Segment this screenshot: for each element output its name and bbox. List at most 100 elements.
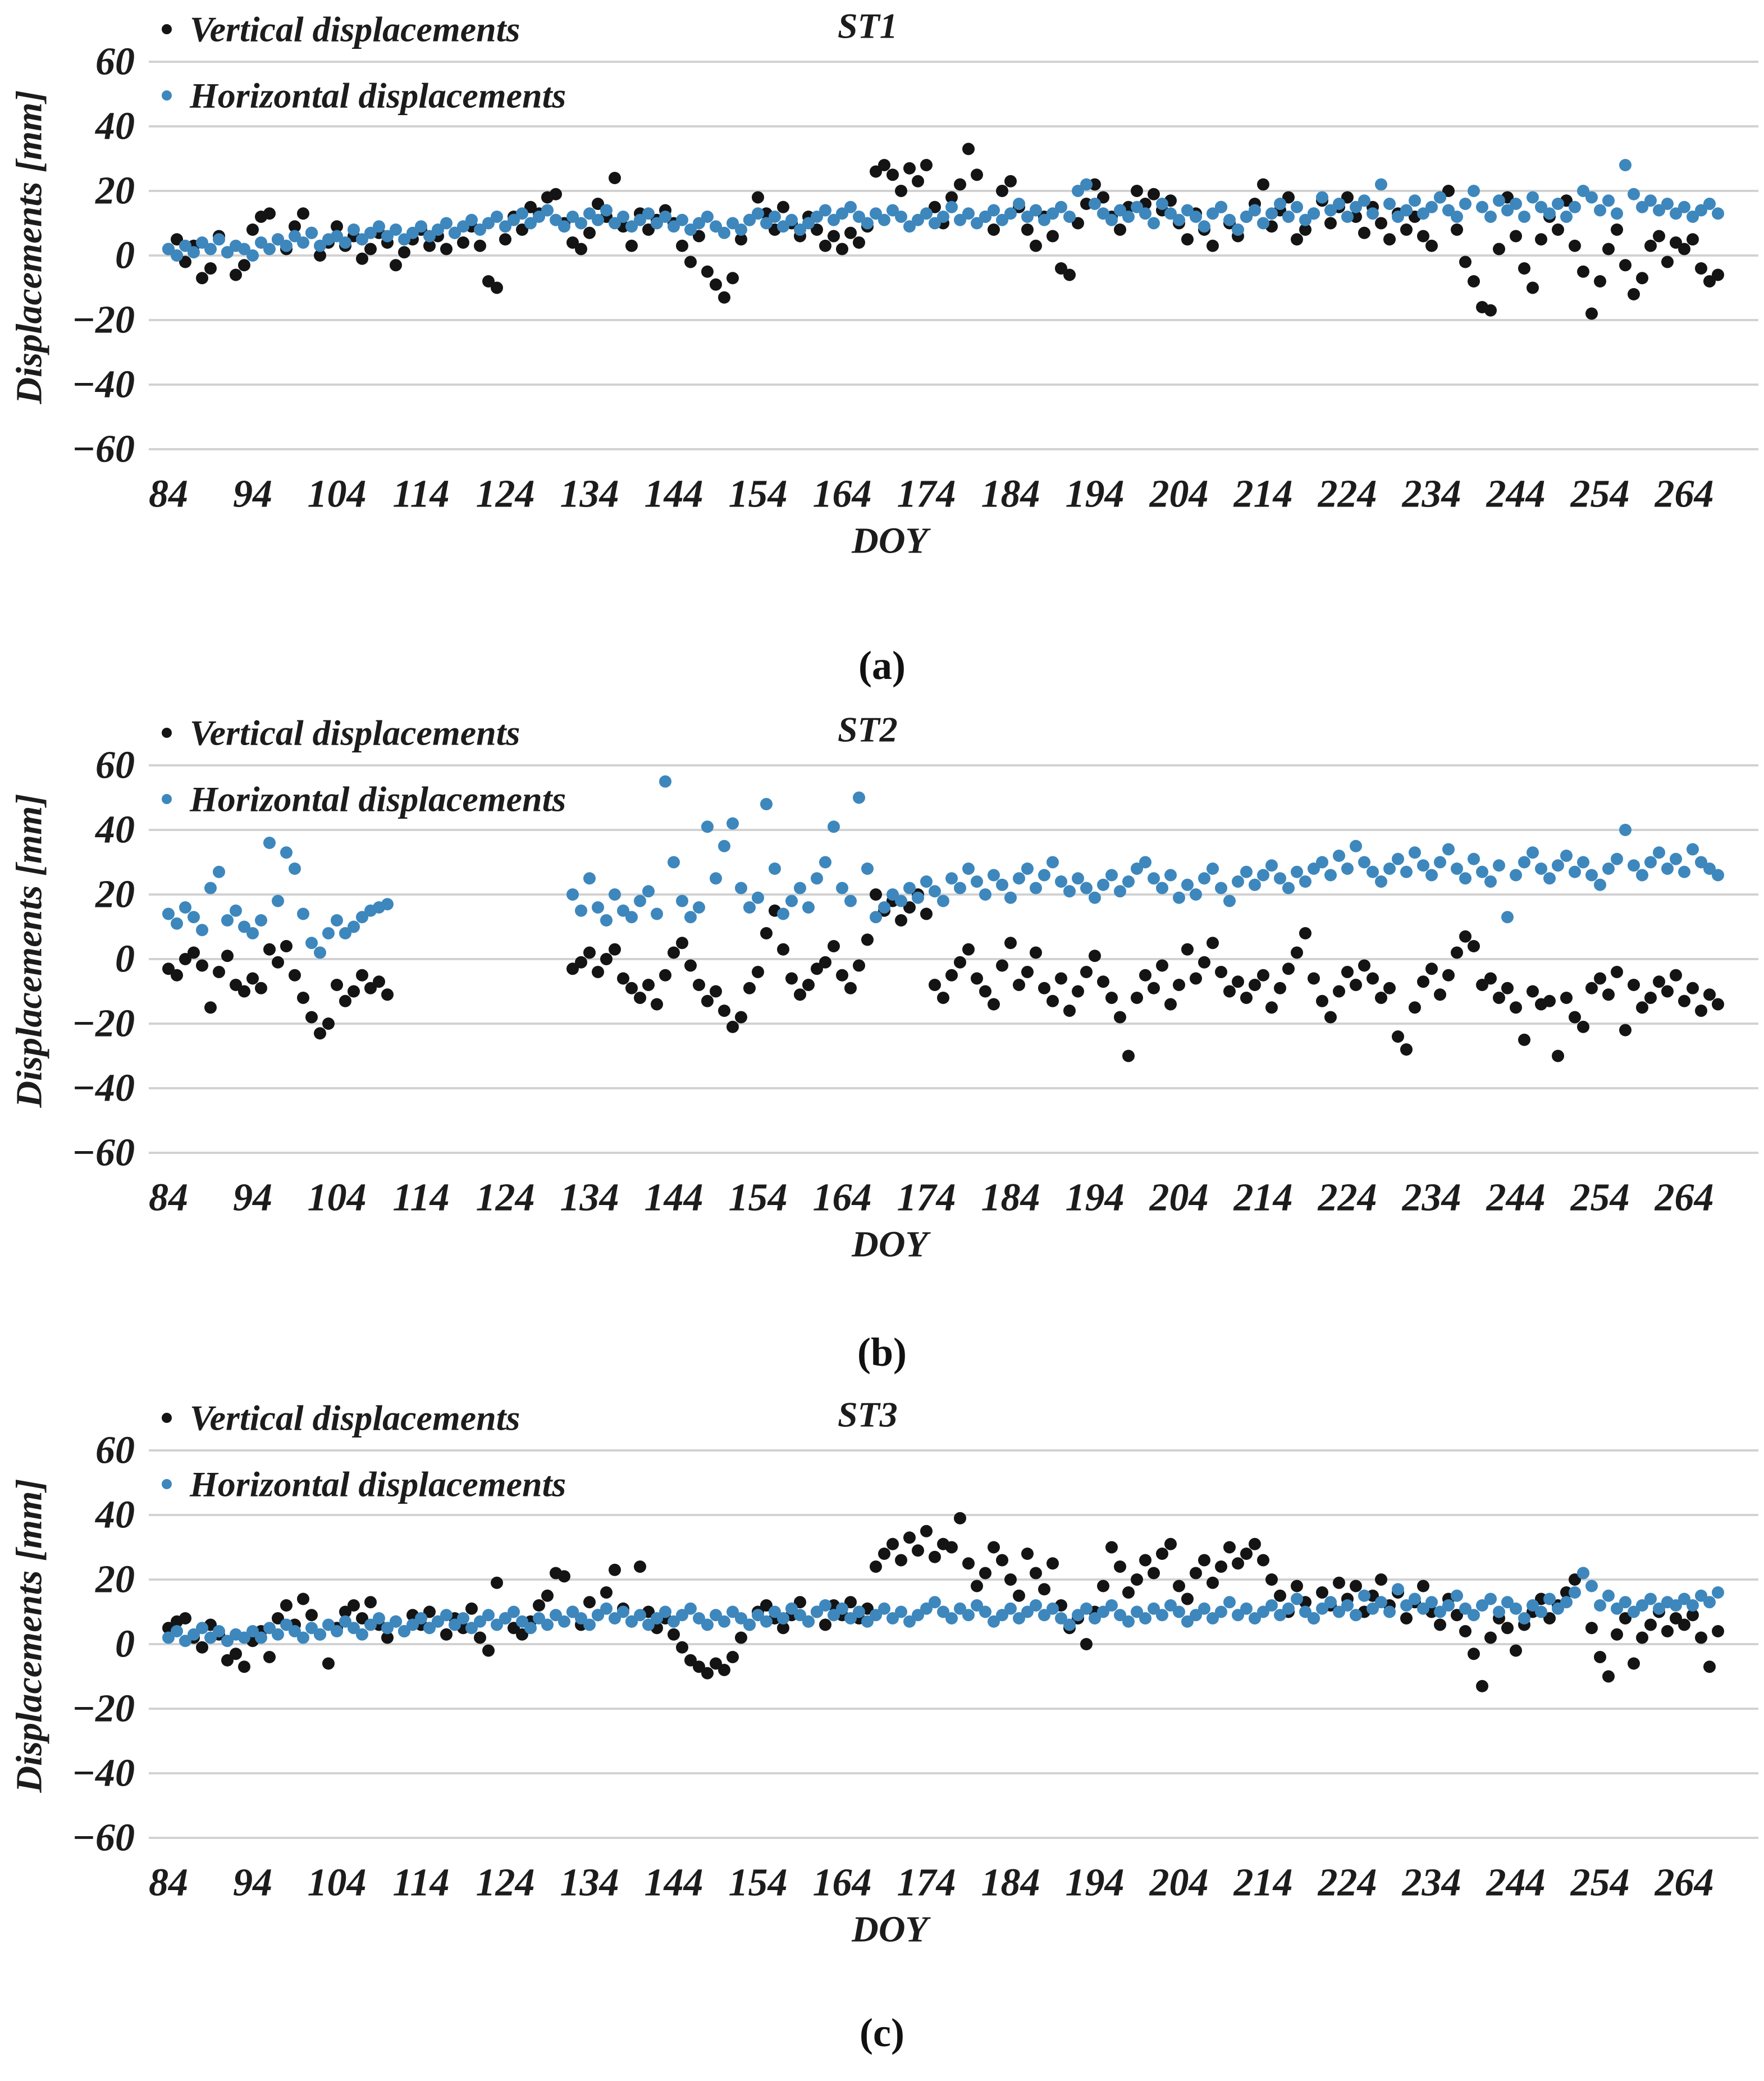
x-tick-label: 244 <box>1486 1176 1546 1220</box>
x-tick-label: 214 <box>1233 473 1293 516</box>
legend-label: Horizontal displacements <box>189 76 566 116</box>
legend-label: Vertical displacements <box>190 1398 520 1438</box>
caption-c: (c) <box>860 2010 904 2055</box>
y-tick-label: 20 <box>95 170 135 213</box>
legend-label: Vertical displacements <box>190 10 520 49</box>
x-tick-label: 254 <box>1570 473 1630 516</box>
chart-title: ST1 <box>838 6 898 46</box>
series-vertical <box>162 888 1724 1062</box>
x-tick-label: 254 <box>1570 1176 1630 1220</box>
x-tick-label: 164 <box>813 1176 872 1220</box>
gridlines <box>149 1449 1758 1839</box>
y-axis-labels: 60 40 20 0 −20 −40 −60 <box>72 744 135 1175</box>
y-tick-label: 40 <box>94 105 135 148</box>
x-tick-label: 104 <box>308 1176 367 1220</box>
x-tick-label: 134 <box>560 473 619 516</box>
y-tick-label: 60 <box>95 744 135 787</box>
legend-label: Vertical displacements <box>190 713 520 753</box>
y-tick-label: 0 <box>115 938 135 981</box>
y-tick-label: −60 <box>72 1131 135 1175</box>
x-tick-label: 264 <box>1655 473 1714 516</box>
x-tick-label: 174 <box>897 1861 956 1905</box>
x-tick-label: 184 <box>981 1176 1040 1220</box>
legend: Vertical displacements Horizontal displac… <box>162 713 566 819</box>
y-tick-label: −60 <box>72 1817 135 1860</box>
y-tick-label: −20 <box>72 1002 135 1046</box>
y-tick-label: −60 <box>72 428 135 471</box>
x-tick-label: 184 <box>981 473 1040 516</box>
x-tick-label: 194 <box>1066 473 1125 516</box>
y-tick-label: −40 <box>72 363 135 407</box>
y-axis-labels: 60 40 20 0 −20 −40 −60 <box>72 1429 135 1860</box>
y-tick-label: 20 <box>95 1558 135 1601</box>
x-tick-label: 84 <box>149 473 188 516</box>
y-tick-label: 40 <box>94 809 135 852</box>
x-tick-label: 124 <box>476 1176 535 1220</box>
horizontal-series-legend-marker <box>162 90 172 101</box>
legend: Vertical displacements Horizontal displac… <box>162 1398 566 1504</box>
y-axis-title: Displacements [mm] <box>9 90 50 404</box>
x-tick-label: 204 <box>1149 1861 1209 1905</box>
x-tick-label: 84 <box>149 1861 188 1905</box>
x-axis-labels: 84 94 104 114 124 134 144 154 164 174 184 194 204 214… <box>149 473 1714 516</box>
legend-label: Horizontal displacements <box>189 779 566 819</box>
x-tick-label: 154 <box>729 1176 788 1220</box>
x-tick-label: 174 <box>897 473 956 516</box>
y-axis-title: Displacements [mm] <box>9 1478 50 1793</box>
x-tick-label: 154 <box>729 1861 788 1905</box>
vertical-series-legend-marker <box>162 1413 172 1423</box>
series-horizontal <box>162 775 1724 959</box>
y-tick-label: −20 <box>72 1687 135 1731</box>
y-axis-labels: 60 40 20 0 −20 −40 −60 <box>72 40 135 471</box>
x-tick-label: 204 <box>1149 473 1209 516</box>
x-tick-label: 204 <box>1149 1176 1209 1220</box>
x-tick-label: 254 <box>1570 1861 1630 1905</box>
caption-b: (b) <box>857 1330 907 1375</box>
x-tick-label: 134 <box>560 1176 619 1220</box>
x-tick-label: 104 <box>308 1861 367 1905</box>
x-tick-label: 174 <box>897 1176 956 1220</box>
chart-title: ST3 <box>838 1395 898 1435</box>
x-axis-title: DOY <box>851 1909 931 1950</box>
vertical-series-legend-marker <box>162 24 172 34</box>
y-tick-label: 60 <box>95 1429 135 1472</box>
x-tick-label: 194 <box>1066 1861 1125 1905</box>
caption-a: (a) <box>858 643 906 688</box>
series-horizontal <box>162 1567 1724 1648</box>
legend: Vertical displacements Horizontal displac… <box>162 10 566 116</box>
horizontal-series-legend-marker <box>162 794 172 804</box>
x-tick-label: 224 <box>1318 1176 1377 1220</box>
chart-st2: 60 40 20 0 −20 −40 −60 Displacements [mm] 84 94 10… <box>9 710 1758 1265</box>
y-tick-label: 40 <box>94 1494 135 1537</box>
chart-title: ST2 <box>838 710 898 750</box>
x-tick-label: 224 <box>1318 1861 1377 1905</box>
chart-st1: 60 40 20 0 −20 −40 −60 Displacements [mm] 84 94 10… <box>9 6 1758 562</box>
x-tick-label: 114 <box>392 1176 449 1220</box>
x-tick-label: 94 <box>233 1176 272 1220</box>
x-tick-label: 224 <box>1318 473 1377 516</box>
x-tick-label: 234 <box>1402 1861 1461 1905</box>
x-tick-label: 144 <box>645 1861 703 1905</box>
x-tick-label: 234 <box>1402 473 1461 516</box>
x-axis-labels: 84 94 104 114 124 134 144 154 164 174 184 194 204 214… <box>149 1861 1714 1905</box>
x-tick-label: 94 <box>233 1861 272 1905</box>
y-tick-label: −40 <box>72 1067 135 1110</box>
x-tick-label: 114 <box>392 473 449 516</box>
legend-label: Horizontal displacements <box>189 1464 566 1504</box>
x-tick-label: 164 <box>813 1861 872 1905</box>
x-tick-label: 84 <box>149 1176 188 1220</box>
x-axis-labels: 84 94 104 114 124 134 144 154 164 174 184 194 204 214… <box>149 1176 1714 1220</box>
x-tick-label: 244 <box>1486 1861 1546 1905</box>
x-tick-label: 154 <box>729 473 788 516</box>
x-axis-title: DOY <box>851 521 931 562</box>
y-tick-label: −40 <box>72 1752 135 1795</box>
x-tick-label: 264 <box>1655 1176 1714 1220</box>
y-tick-label: 60 <box>95 40 135 84</box>
y-tick-label: 0 <box>115 234 135 277</box>
x-tick-label: 264 <box>1655 1861 1714 1905</box>
x-tick-label: 234 <box>1402 1176 1461 1220</box>
vertical-series-legend-marker <box>162 728 172 738</box>
series-horizontal <box>162 159 1724 262</box>
x-tick-label: 194 <box>1066 1176 1125 1220</box>
